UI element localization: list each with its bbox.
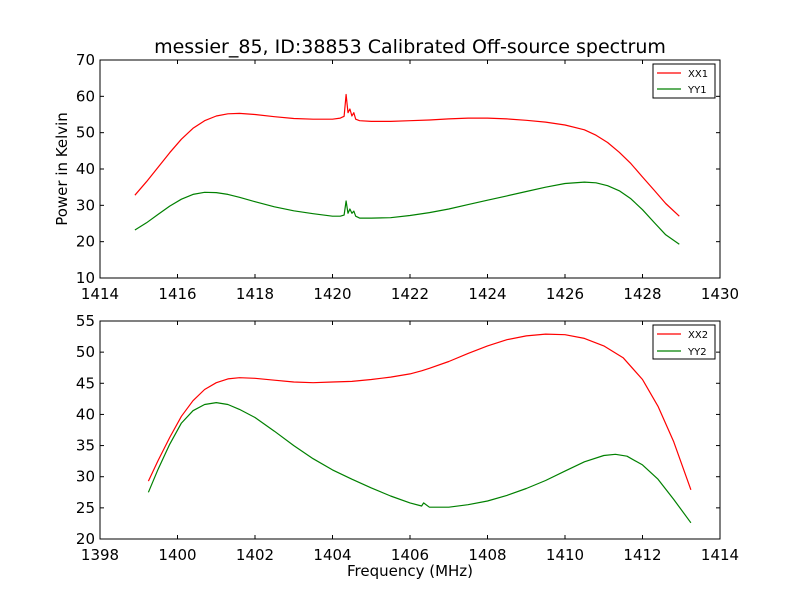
bottom-legend-label-xx2: XX2: [688, 330, 708, 341]
bottom-x-tick-label: 1406: [391, 546, 429, 564]
bottom-x-tick-label: 1398: [81, 546, 119, 564]
top-y-ticks: 10 20 30 40 50 60 70: [76, 51, 720, 287]
top-y-axis-label: Power in Kelvin: [53, 112, 71, 226]
bottom-x-tick-label: 1408: [468, 546, 506, 564]
bottom-y-ticks: 20 25 30 35 40 45 50 55: [76, 312, 720, 548]
bottom-y-tick-label: 50: [76, 343, 95, 361]
top-legend: XX1 YY1: [652, 63, 716, 99]
bottom-x-tick-label: 1400: [158, 546, 196, 564]
bottom-plot-frame: [99, 320, 721, 540]
bottom-y-tick-label: 30: [76, 468, 95, 486]
top-y-tick-label: 20: [76, 233, 95, 251]
series-line-xx1: [134, 93, 680, 217]
bottom-x-tick-label: 1402: [236, 546, 274, 564]
top-x-tick-label: 1428: [623, 285, 661, 303]
bottom-legend-label-yy2: YY2: [687, 347, 707, 358]
top-legend-label-yy1: YY1: [687, 85, 707, 96]
top-x-tick-label: 1424: [468, 285, 506, 303]
top-x-ticks: 1414 1416 1418 1420 1422 1424 1426 1428 1430: [81, 60, 739, 303]
bottom-x-tick-label: 1410: [546, 546, 584, 564]
top-x-tick-label: 1416: [158, 285, 196, 303]
chart-title: messier_85, ID:38853 Calibrated Off-sour…: [154, 36, 666, 58]
series-line-yy2: [147, 402, 692, 524]
top-x-tick-label: 1422: [391, 285, 429, 303]
series-line-yy1: [134, 181, 680, 245]
bottom-plot-panel: 1398 1400 1402 1404 1406 1408 1410 1412 1414 202…: [76, 312, 739, 580]
top-x-tick-label: 1414: [81, 285, 119, 303]
bottom-y-tick-label: 45: [76, 374, 95, 392]
top-x-tick-label: 1418: [236, 285, 274, 303]
bottom-legend: XX2 YY2: [652, 324, 716, 360]
series-line-xx2: [147, 333, 692, 491]
bottom-x-tick-label: 1404: [313, 546, 351, 564]
top-y-tick-label: 30: [76, 196, 95, 214]
top-y-tick-label: 40: [76, 160, 95, 178]
top-legend-frame: [652, 63, 716, 99]
bottom-y-tick-label: 55: [76, 312, 95, 330]
bottom-x-tick-label: 1412: [623, 546, 661, 564]
bottom-y-tick-label: 25: [76, 499, 95, 517]
top-plot-lines: [134, 93, 680, 245]
top-y-tick-label: 70: [76, 51, 95, 69]
top-plot-frame: [99, 59, 721, 279]
bottom-y-tick-label: 20: [76, 530, 95, 548]
top-x-tick-label: 1426: [546, 285, 584, 303]
top-x-tick-label: 1420: [313, 285, 351, 303]
bottom-y-tick-label: 40: [76, 405, 95, 423]
top-plot-panel: 1414 1416 1418 1420 1422 1424 1426 1428 1430 10 2…: [53, 51, 739, 303]
top-y-tick-label: 60: [76, 87, 95, 105]
bottom-plot-lines: [147, 333, 692, 524]
bottom-x-ticks: 1398 1400 1402 1404 1406 1408 1410 1412 1414: [81, 321, 739, 564]
top-x-tick-label: 1430: [701, 285, 739, 303]
bottom-y-tick-label: 35: [76, 437, 95, 455]
bottom-x-tick-label: 1414: [701, 546, 739, 564]
top-y-tick-label: 10: [76, 269, 95, 287]
top-legend-label-xx1: XX1: [688, 69, 708, 80]
top-y-tick-label: 50: [76, 124, 95, 142]
bottom-x-axis-label: Frequency (MHz): [347, 562, 473, 580]
bottom-legend-frame: [652, 324, 716, 360]
